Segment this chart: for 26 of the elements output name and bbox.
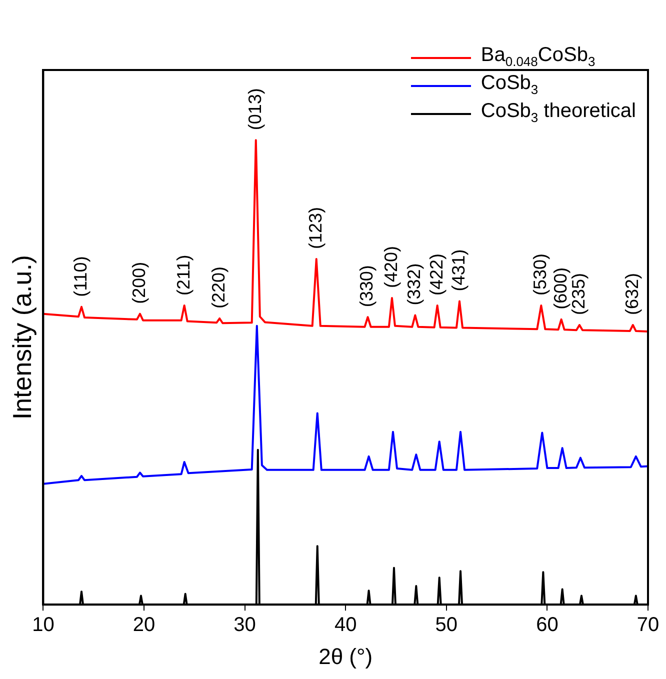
annotation: (123) (305, 207, 326, 250)
x-tick-label: 70 (636, 614, 660, 636)
x-axis-title: 2θ (°) (318, 644, 373, 669)
x-tick-label: 20 (132, 614, 156, 636)
annotation: (422) (426, 253, 446, 296)
annotation: (211) (173, 254, 194, 296)
annotation: (632) (622, 272, 642, 315)
annotation: (220) (208, 266, 229, 308)
x-tick-label: 30 (234, 614, 256, 636)
annotation: (431) (448, 249, 468, 292)
legend-label: CoSb$_{3}$ (480, 72, 538, 96)
annotation: (200) (128, 262, 149, 304)
x-tick-label: 10 (32, 614, 54, 636)
annotation: (330) (356, 265, 377, 308)
x-tick-label: 50 (435, 614, 458, 636)
x-tick-label: 60 (536, 614, 558, 636)
annotation: (600) (550, 267, 570, 310)
legend-label: CoSb$_{3}$ theoretical (480, 98, 636, 126)
x-tick-label: 40 (334, 614, 357, 636)
annotation: (530) (530, 253, 550, 296)
annotation: (420) (380, 246, 401, 288)
annotation: (110) (70, 256, 90, 297)
annotation: (332) (404, 263, 424, 306)
annotation: (013) (244, 88, 265, 130)
y-axis-title: Intensity (a.u.) (6, 254, 37, 420)
legend-label: Ba$_{0.048}$CoSb$_{3}$ (480, 44, 596, 68)
